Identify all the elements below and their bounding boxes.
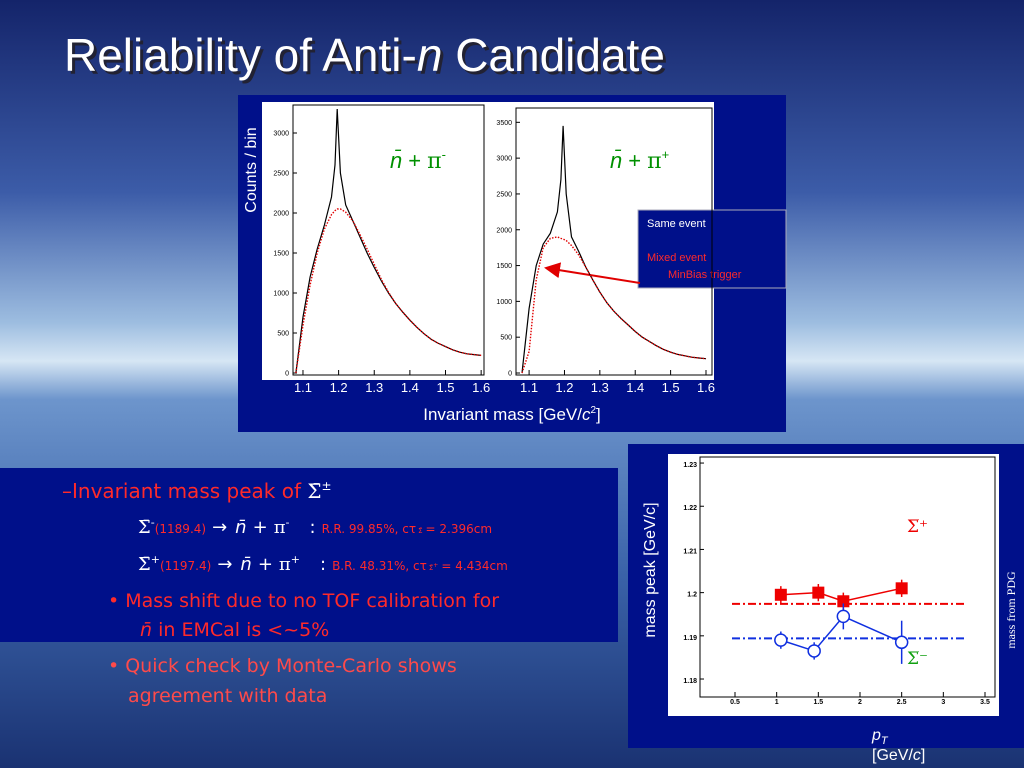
series-line bbox=[780, 615, 902, 652]
legend-note: MinBias trigger bbox=[668, 269, 742, 281]
y-tick-label: 0 bbox=[285, 371, 289, 378]
x-tick-label: 1 bbox=[775, 699, 779, 706]
legend-entry: Same event bbox=[647, 218, 706, 230]
x-tick-label: 1.5 bbox=[436, 380, 454, 395]
bullet: Σ̄+(1197.4) → n̄ + π+: B.R. 48.31%, cτ Σ̄+ = 4.… bbox=[138, 553, 508, 575]
legend-entry: Mixed event bbox=[647, 252, 706, 264]
arrow bbox=[544, 262, 641, 284]
series-label: Σ̅⁻ bbox=[907, 649, 928, 669]
bullet: • Mass shift due to no TOF calibration fo… bbox=[108, 590, 499, 612]
x-tick-label: 1.1 bbox=[294, 380, 312, 395]
y-tick-label: 2500 bbox=[273, 171, 289, 178]
y-tick-label: 1.21 bbox=[683, 548, 697, 555]
plot-frame bbox=[699, 456, 996, 698]
x-tick-label: 0.5 bbox=[730, 699, 740, 706]
y-tick-label: 1500 bbox=[273, 251, 289, 258]
y-tick-label: 1.18 bbox=[683, 678, 697, 685]
x-tick-label: 1.5 bbox=[813, 699, 823, 706]
annotation: n̄ + π- bbox=[390, 147, 446, 174]
y-tick-label: 1.19 bbox=[683, 635, 697, 642]
title: Reliability of Anti-n Candidate bbox=[64, 29, 665, 81]
marker bbox=[894, 635, 909, 650]
bullet: –Invariant mass peak of Σ̄± bbox=[62, 479, 332, 503]
x-axis-label: pT bbox=[871, 727, 889, 747]
marker bbox=[836, 609, 851, 624]
y-tick-label: 3000 bbox=[273, 131, 289, 138]
x-tick-label: 1.1 bbox=[520, 380, 538, 395]
marker bbox=[837, 595, 850, 608]
plot-panel bbox=[262, 102, 487, 380]
bullet: Σ̄-(1189.4) → n̄ + π-: R.R. 99.85%, cτ Σ̄ = 2.3… bbox=[138, 516, 492, 538]
plot-panel bbox=[668, 454, 999, 716]
marker bbox=[774, 588, 787, 601]
bullet: • Quick check by Monte-Carlo shows bbox=[108, 655, 457, 677]
text-panel bbox=[0, 468, 618, 642]
x-tick-label: 1.3 bbox=[365, 380, 383, 395]
x-tick-label: 1.6 bbox=[472, 380, 490, 395]
x-tick-label: 2.5 bbox=[897, 699, 907, 706]
x-tick-label: 3 bbox=[941, 699, 945, 706]
y-tick-label: 1.22 bbox=[683, 505, 697, 512]
marker bbox=[812, 586, 825, 599]
y-axis-label: mass peak [GeV/c] bbox=[642, 502, 659, 637]
series-label: Σ̅⁺ bbox=[907, 517, 928, 537]
x-tick-label: 1.4 bbox=[401, 380, 419, 395]
x-tick-label: 1.3 bbox=[591, 380, 609, 395]
x-tick-label: 1.2 bbox=[330, 380, 348, 395]
series-line bbox=[521, 125, 707, 374]
marker bbox=[807, 644, 821, 658]
y-tick-label: 1.2 bbox=[687, 592, 697, 599]
plot-frame bbox=[515, 107, 713, 376]
x-axis-label: Invariant mass [GeV/c2] bbox=[423, 405, 601, 424]
y-axis-label: Counts / bin bbox=[243, 127, 260, 212]
series-line bbox=[521, 236, 707, 374]
y-tick-label: 1.23 bbox=[683, 462, 697, 469]
y-tick-label: 1000 bbox=[496, 299, 512, 306]
reference-label: mass from PDG bbox=[1004, 571, 1018, 649]
marker bbox=[774, 633, 788, 647]
bullet: n̄ in EMCal is <~5% bbox=[140, 619, 329, 641]
x-tick-label: 2 bbox=[858, 699, 862, 706]
y-tick-label: 2500 bbox=[496, 191, 512, 198]
x-tick-label: 1.5 bbox=[662, 380, 680, 395]
plot-frame bbox=[292, 104, 485, 376]
x-tick-label: 1.4 bbox=[626, 380, 644, 395]
series-line bbox=[780, 587, 902, 603]
marker bbox=[895, 582, 908, 595]
y-tick-label: 2000 bbox=[496, 227, 512, 234]
x-tick-label: 1.2 bbox=[555, 380, 573, 395]
series-line bbox=[295, 208, 482, 374]
x-tick-label: 1.6 bbox=[697, 380, 715, 395]
title-shadow: Reliability of Anti-n Candidate bbox=[67, 32, 668, 84]
y-tick-label: 1500 bbox=[496, 263, 512, 270]
y-tick-label: 3500 bbox=[496, 120, 512, 127]
y-tick-label: 3000 bbox=[496, 156, 512, 163]
y-tick-label: 500 bbox=[500, 335, 512, 342]
y-tick-label: 0 bbox=[508, 371, 512, 378]
y-tick-label: 1000 bbox=[273, 291, 289, 298]
annotation: n̄ + π+ bbox=[610, 147, 669, 174]
bullet: agreement with data bbox=[128, 685, 327, 707]
x-tick-label: 3.5 bbox=[980, 699, 990, 706]
y-tick-label: 500 bbox=[277, 331, 289, 338]
x-axis-label: [GeV/c] bbox=[872, 747, 925, 764]
y-tick-label: 2000 bbox=[273, 211, 289, 218]
